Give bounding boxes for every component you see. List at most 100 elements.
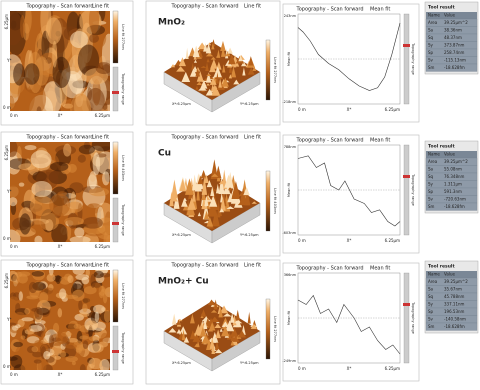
grain: [20, 14, 26, 39]
peak: [243, 187, 250, 196]
axis-label: 243nm: [284, 14, 297, 18]
peak: [208, 322, 216, 331]
grain: [10, 286, 18, 293]
peak: [181, 71, 191, 83]
peak: [210, 56, 216, 60]
grain: [49, 161, 69, 172]
grain: [54, 355, 62, 360]
peak: [201, 176, 208, 195]
grain: [70, 93, 92, 111]
grain: [10, 354, 23, 369]
grain: [72, 282, 78, 292]
grain: [71, 360, 76, 366]
profile-line: [297, 294, 401, 355]
peak: [178, 57, 186, 67]
grain: [79, 364, 86, 370]
texture: [10, 11, 110, 111]
grain: [77, 154, 86, 163]
panel-mode: Line fit: [92, 135, 109, 141]
panel-mode: Line fit: [244, 263, 261, 269]
peak: [210, 186, 215, 197]
grain: [59, 288, 67, 300]
grain: [12, 274, 20, 285]
table-header: [426, 12, 477, 19]
grain: [67, 275, 74, 284]
axis-label: X*: [58, 244, 63, 249]
profile-line: [297, 22, 401, 91]
axis-label: X*: [347, 107, 352, 112]
peak: [228, 53, 236, 65]
peak: [171, 179, 178, 199]
peak: [230, 327, 239, 337]
grain: [82, 303, 88, 313]
range-bar: [112, 325, 119, 371]
grain: [57, 308, 63, 318]
table-title: Tool result: [428, 144, 455, 150]
peak: [224, 174, 233, 188]
range-label: Topography range: [121, 72, 125, 105]
axis-label: X*:6.25µm: [172, 361, 191, 365]
grain: [65, 343, 78, 349]
grain: [20, 335, 26, 340]
peak: [215, 72, 220, 84]
peak: [219, 208, 225, 213]
grain: [29, 220, 46, 234]
grain: [19, 213, 31, 235]
grain: [74, 227, 85, 238]
grain: [93, 270, 104, 279]
peak: [192, 45, 200, 58]
table-cell: Sa: [428, 166, 434, 171]
peak: [200, 309, 207, 317]
table-header-cell: Value: [444, 152, 456, 157]
peak: [200, 79, 208, 89]
peak: [213, 299, 218, 310]
colorbar: [112, 269, 119, 323]
peak: [205, 62, 209, 71]
panel-title: Topography - Scan forward: [296, 266, 364, 272]
peak: [189, 68, 197, 77]
grain: [21, 317, 34, 322]
grain: [28, 281, 38, 294]
peak: [206, 225, 216, 229]
colorbar-label: Line fit 277nm: [121, 24, 125, 50]
grain: [95, 62, 110, 75]
peak: [220, 40, 226, 52]
peak: [221, 46, 226, 57]
grain: [39, 292, 49, 304]
grain: [88, 11, 100, 34]
peak: [222, 64, 226, 73]
axis-label: 788nm: [284, 145, 297, 149]
table-title: Tool result: [428, 5, 455, 11]
table-cell: 48.37nm: [444, 35, 462, 40]
peak: [198, 50, 203, 58]
axis-label: 6.25µm: [95, 244, 110, 249]
grain: [90, 273, 96, 288]
panel-title: Topography - Scan forward: [296, 138, 364, 144]
table-cell: -18.628fm: [444, 65, 465, 70]
grain: [88, 187, 110, 197]
grain: [32, 351, 43, 358]
table-header-cell: Name: [428, 272, 440, 277]
grain: [31, 271, 44, 277]
table-cell: 258.74nm: [444, 50, 465, 55]
peak: [189, 330, 196, 340]
profile-line: [297, 155, 401, 227]
grain: [69, 236, 91, 242]
panel-title: Topography - Scan forward: [26, 4, 94, 10]
peak: [209, 64, 216, 73]
sample-label: MnO₂+ Cu: [158, 277, 209, 287]
panel-mode: Line fit: [244, 135, 261, 141]
peak: [227, 192, 235, 203]
peak: [170, 64, 176, 68]
grain: [24, 308, 31, 315]
axis-label: -249nm: [282, 359, 296, 363]
axis-label: Y*:6.25µm: [240, 102, 259, 106]
table-cell: Sy: [428, 301, 434, 306]
peak: [238, 55, 243, 62]
peak: [211, 342, 216, 355]
axis-label: 0 m: [3, 105, 11, 110]
peak: [181, 198, 188, 207]
grain: [103, 309, 110, 323]
table-cell: Sq: [428, 35, 434, 40]
peak: [179, 178, 187, 192]
